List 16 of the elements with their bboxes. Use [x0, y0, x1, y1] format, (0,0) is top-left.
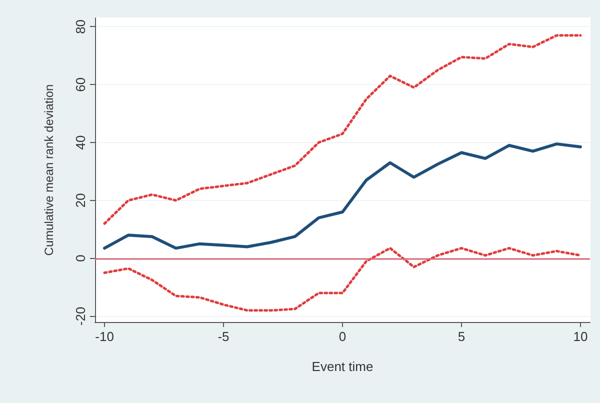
x-tick-label: 0 [338, 329, 346, 344]
y-axis-title: Cumulative mean rank deviation [42, 84, 56, 256]
y-tick-label: 20 [73, 193, 88, 208]
x-tick-label: 5 [458, 329, 466, 344]
line-series [103, 142, 582, 250]
line-series [103, 246, 582, 312]
x-axis-title: Event time [312, 359, 374, 374]
y-tick-label: 60 [73, 77, 88, 92]
y-tick-label: 40 [73, 135, 88, 150]
y-tick-label: -20 [73, 306, 88, 326]
x-tick-label: 10 [573, 329, 588, 344]
y-tick-label: 80 [73, 19, 88, 34]
y-tick-label: 0 [73, 254, 88, 262]
x-tick-label: -5 [218, 329, 230, 344]
line-series [103, 34, 582, 225]
x-tick-label: -10 [95, 329, 114, 344]
